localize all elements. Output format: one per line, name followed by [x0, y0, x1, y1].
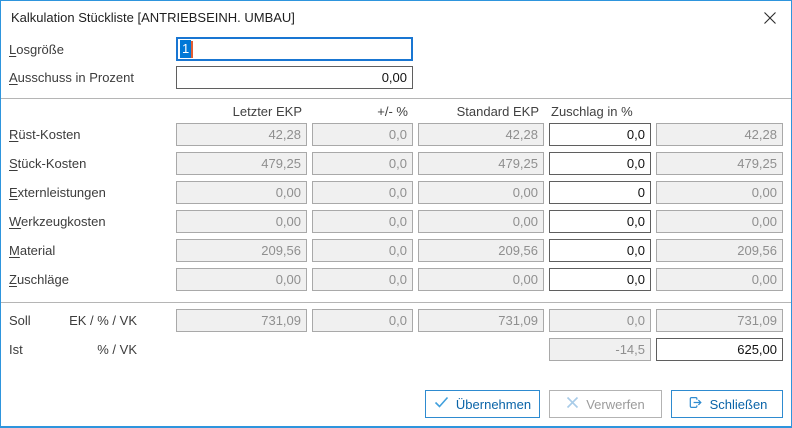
soll-standard-ekp-field: 731,09 — [418, 309, 544, 332]
soll-zuschlag-field: 0,0 — [549, 309, 651, 332]
result-field: 0,00 — [656, 181, 783, 204]
soll-letzter-ekp-field: 731,09 — [176, 309, 307, 332]
check-icon — [434, 396, 449, 412]
row-label: Material — [9, 243, 56, 258]
cost-rows: Rüst-Kosten 42,28 0,0 42,28 0,0 42,28 St… — [1, 123, 791, 297]
verwerfen-label: Verwerfen — [586, 396, 645, 412]
zuschlag-input[interactable]: 0,0 — [549, 123, 651, 146]
ausschuss-row: Ausschuss in Prozent 0,00 — [1, 66, 791, 89]
plus-minus-field: 0,0 — [312, 181, 413, 204]
letzter-ekp-field: 0,00 — [176, 268, 307, 291]
row-label: Rüst-Kosten — [9, 127, 81, 142]
result-field: 0,00 — [656, 210, 783, 233]
zuschlag-input[interactable]: 0 — [549, 181, 651, 204]
uebernehmen-label: Übernehmen — [455, 396, 532, 412]
button-bar: Übernehmen Verwerfen Schließen — [425, 390, 783, 418]
ausschuss-label: Ausschuss in Prozent — [9, 70, 135, 85]
plus-minus-field: 0,0 — [312, 239, 413, 262]
ist-percent-field: -14,5 — [549, 338, 651, 361]
table-row-werkzeugkosten: Werkzeugkosten 0,00 0,0 0,00 0,0 0,00 — [1, 210, 791, 233]
table-row-externleistungen: Externleistungen 0,00 0,0 0,00 0 0,00 — [1, 181, 791, 204]
schliessen-button[interactable]: Schließen — [671, 390, 783, 418]
standard-ekp-field: 0,00 — [418, 210, 544, 233]
table-row-ruest-kosten: Rüst-Kosten 42,28 0,0 42,28 0,0 42,28 — [1, 123, 791, 146]
letzter-ekp-field: 42,28 — [176, 123, 307, 146]
table-row-stueck-kosten: Stück-Kosten 479,25 0,0 479,25 0,0 479,2… — [1, 152, 791, 175]
schliessen-label: Schließen — [709, 396, 768, 412]
letzter-ekp-field: 0,00 — [176, 210, 307, 233]
table-row-material: Material 209,56 0,0 209,56 0,0 209,56 — [1, 239, 791, 262]
standard-ekp-field: 0,00 — [418, 181, 544, 204]
soll-plus-minus-field: 0,0 — [312, 309, 413, 332]
soll-sublabel: EK / % / VK — [69, 313, 137, 328]
ist-label: Ist% / VK — [9, 342, 137, 357]
plus-minus-field: 0,0 — [312, 268, 413, 291]
verwerfen-button[interactable]: Verwerfen — [549, 390, 662, 418]
ist-percent-field-wrap: -14,5 — [549, 338, 651, 361]
row-label: Stück-Kosten — [9, 156, 87, 171]
soll-result-field: 731,09 — [656, 309, 783, 332]
close-icon[interactable] — [760, 8, 780, 28]
result-field: 209,56 — [656, 239, 783, 262]
zuschlag-input[interactable]: 0,0 — [549, 210, 651, 233]
ist-vk-field-wrap: 625,00 — [656, 338, 783, 361]
ausschuss-input[interactable]: 0,00 — [176, 66, 413, 89]
column-headers: Letzter EKP +/- % Standard EKP Zuschlag … — [1, 104, 791, 119]
header-letzter-ekp: Letzter EKP — [232, 104, 302, 119]
losgroesse-input[interactable]: 1 — [176, 37, 413, 61]
dialog-title: Kalkulation Stückliste [ANTRIEBSEINH. UM… — [11, 10, 295, 25]
uebernehmen-button[interactable]: Übernehmen — [425, 390, 540, 418]
soll-row: Soll EK / % / VK 731,09 0,0 731,09 0,0 73… — [1, 309, 791, 332]
losgroesse-row: Losgröße 1 — [1, 37, 791, 61]
row-label: Zuschläge — [9, 272, 69, 287]
zuschlag-input[interactable]: 0,0 — [549, 239, 651, 262]
zuschlag-input[interactable]: 0,0 — [549, 268, 651, 291]
exit-icon — [687, 395, 703, 413]
letzter-ekp-field: 0,00 — [176, 181, 307, 204]
standard-ekp-field: 0,00 — [418, 268, 544, 291]
ist-vk-input[interactable]: 625,00 — [656, 338, 783, 361]
plus-minus-field: 0,0 — [312, 123, 413, 146]
soll-label: Soll EK / % / VK — [9, 313, 137, 328]
ist-row: Ist% / VK -14,5 625,00 — [1, 338, 791, 361]
row-label: Externleistungen — [9, 185, 106, 200]
plus-minus-field: 0,0 — [312, 152, 413, 175]
separator-totals — [1, 302, 791, 303]
plus-minus-field: 0,0 — [312, 210, 413, 233]
header-zuschlag: Zuschlag in % — [551, 104, 633, 119]
text-caret — [191, 40, 194, 58]
standard-ekp-field: 209,56 — [418, 239, 544, 262]
header-standard-ekp: Standard EKP — [456, 104, 539, 119]
separator-top — [1, 98, 791, 99]
result-field: 0,00 — [656, 268, 783, 291]
standard-ekp-field: 479,25 — [418, 152, 544, 175]
result-field: 479,25 — [656, 152, 783, 175]
selected-text: 1 — [180, 40, 192, 58]
row-label: Werkzeugkosten — [9, 214, 106, 229]
header-plus-minus: +/- % — [377, 104, 408, 119]
zuschlag-input[interactable]: 0,0 — [549, 152, 651, 175]
losgroesse-label: Losgröße — [9, 41, 64, 57]
ist-sublabel: % / VK — [97, 342, 137, 357]
result-field: 42,28 — [656, 123, 783, 146]
x-icon — [566, 396, 579, 412]
standard-ekp-field: 42,28 — [418, 123, 544, 146]
table-row-zuschlaege: Zuschläge 0,00 0,0 0,00 0,0 0,00 — [1, 268, 791, 291]
letzter-ekp-field: 209,56 — [176, 239, 307, 262]
letzter-ekp-field: 479,25 — [176, 152, 307, 175]
